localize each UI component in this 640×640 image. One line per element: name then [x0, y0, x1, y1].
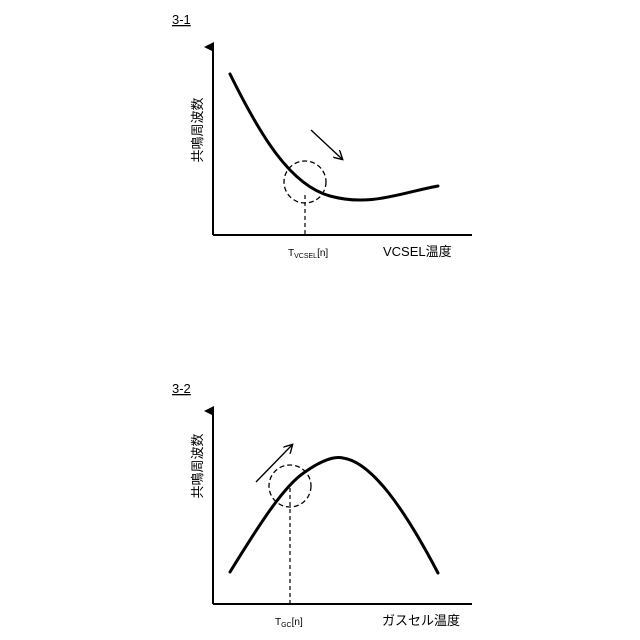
figure-3-2: 3-2 共鳴周波数 TGC[n] ガスセル温度 [172, 381, 472, 629]
figure-label: 3-1 [172, 12, 191, 27]
figure-3-1: 3-1 共鳴周波数 TVCSEL[n] VCSEL温度 [172, 12, 472, 260]
x-marker-label: TGC[n] [275, 617, 303, 629]
resonance-curve [230, 458, 438, 573]
trend-arrow [311, 130, 342, 159]
resonance-curve [230, 74, 438, 200]
x-axis-label: VCSEL温度 [383, 244, 452, 259]
trend-arrow [256, 445, 292, 482]
figure-label: 3-2 [172, 381, 191, 396]
x-axis-label: ガスセル温度 [382, 613, 460, 628]
y-axis-label: 共鳴周波数 [190, 97, 205, 162]
y-axis-label: 共鳴周波数 [190, 433, 205, 498]
x-marker-label: TVCSEL[n] [288, 248, 328, 260]
